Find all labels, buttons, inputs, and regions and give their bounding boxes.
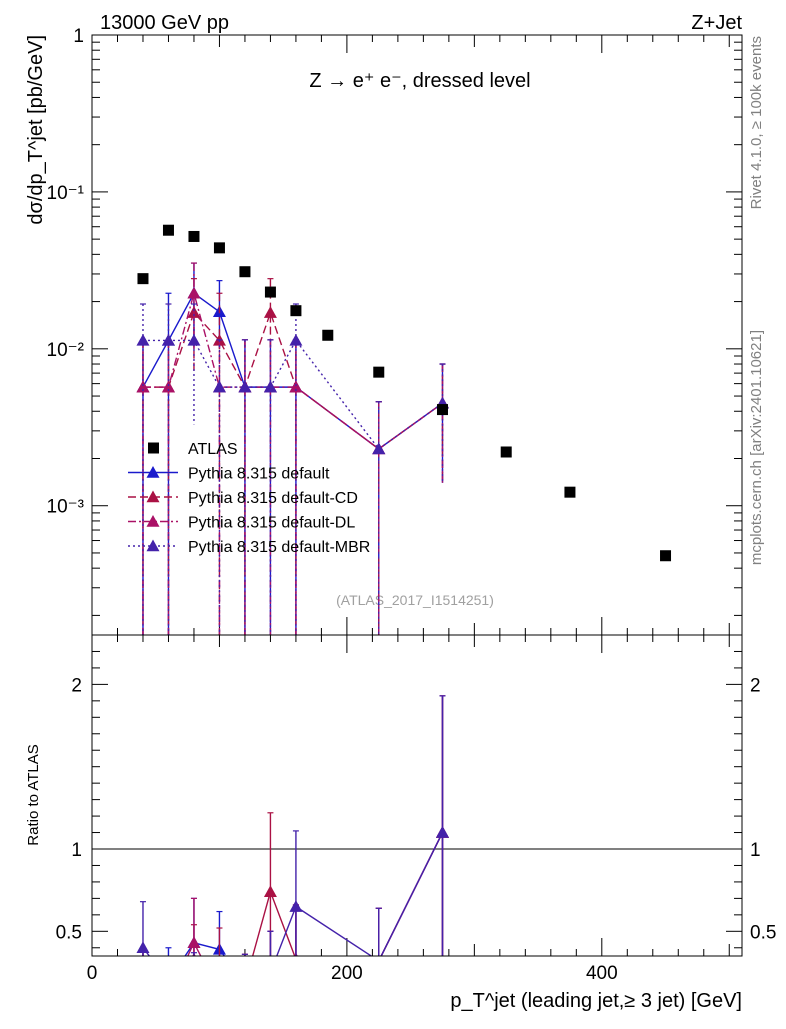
ratio-frame [91,634,743,957]
ratio-point-cd [162,991,175,1003]
main-ylabel: dσ/dp_T^jet [pb/GeV] [25,35,47,225]
main-point-atlas [188,230,200,242]
main-point-atlas [373,366,385,378]
ratio-ytick-label: 1 [71,840,82,861]
main-point-atlas [162,224,174,236]
ratio-ytick-label: 2 [71,675,82,696]
main-point-dl [136,380,150,393]
ratio-point-dl [187,936,201,949]
process-title: Z → e⁺ e⁻, dressed level [309,70,530,92]
main-line-cd [142,310,443,450]
main-point-mbr [136,333,150,346]
ytick-label: 10⁻² [47,340,85,361]
main-point-mbr [263,380,277,393]
ratio-ylabel: Ratio to ATLAS [25,744,42,845]
main-point-atlas [660,550,672,562]
ytick-label: 10⁻¹ [47,183,85,204]
xlabel: p_T^jet (leading jet,≥ 3 jet) [GeV] [450,990,742,1012]
ratio-point-mbr [187,971,200,983]
main-point-atlas [500,446,512,458]
legend-label-cd: Pythia 8.315 default-CD [188,490,358,507]
mcplots-label: mcplots.cern.ch [arXiv:2401.10621] [748,330,765,565]
main-point-atlas [264,286,276,298]
legend-label-default: Pythia 8.315 default [188,466,330,483]
main-axes: 1 10⁻¹ 10⁻² 10⁻³ [47,26,742,635]
ratio-ytick-label-right: 2 [750,675,761,696]
main-point-mbr [187,333,201,346]
ratio-point-dl [238,977,251,989]
xtick-label: 0 [87,963,98,984]
ratio-ytick-label-right: 0.5 [750,922,776,943]
main-point-mbr [289,333,303,346]
legend-marker-default [146,466,160,478]
main-point-atlas [239,266,251,278]
ratio-point-dl [213,986,226,998]
main-point-atlas [137,273,149,285]
ratio-point-default [136,974,149,986]
main-point-atlas [213,242,225,254]
ratio-point-dl [162,991,175,1003]
main-point-dl [187,286,201,299]
rivet-label: Rivet 4.1.0, ≥ 100k events [748,36,765,209]
ytick-label: 1 [73,26,84,47]
legend-marker-cd [146,490,160,503]
main-point-atlas [290,305,302,317]
legend-marker-atlas [148,442,159,454]
main-point-dl [161,380,175,393]
ratio-point-cd [263,885,277,897]
main-point-dl [289,380,303,393]
ratio-point-mbr [213,986,226,998]
legend-label-atlas: ATLAS [188,441,238,458]
main-line-dl [142,290,443,450]
header-left-label: 13000 GeV pp [100,12,229,34]
ratio-point-default [162,974,175,986]
ratio-axes: 0.5 0.5 1 1 2 2 0 200 400 [56,635,776,984]
main-line-mbr [142,339,443,450]
ratio-point-cd [136,974,149,986]
ratio-point-default [264,966,277,978]
main-point-mbr [238,380,252,393]
analysis-watermark: (ATLAS_2017_I1514251) [336,592,494,608]
legend-label-dl: Pythia 8.315 default-DL [188,515,355,532]
main-point-atlas [564,486,576,498]
ratio-point-dl [136,974,149,986]
legend-marker-dl [146,515,160,527]
main-point-mbr [212,380,226,393]
ratio-ytick-label: 0.5 [56,922,82,943]
main-point-cd [263,306,277,318]
ratio-point-mbr [435,826,449,838]
ratio-point-mbr [238,977,251,989]
ratio-point-mbr [136,941,150,953]
main-point-atlas [436,404,448,416]
ratio-point-mbr [264,966,277,978]
legend-label-mbr: Pythia 8.315 default-MBR [188,539,370,556]
ratio-ytick-label-right: 1 [750,840,761,861]
legend: ATLAS Pythia 8.315 default Pythia 8.315 de… [128,441,370,556]
main-point-mbr [161,333,175,346]
main-point-atlas [322,329,334,341]
ratio-point-mbr [289,900,303,912]
ratio-point-cd [213,964,226,976]
ratio-point-default [238,977,251,989]
ratio-point-cd [238,977,251,989]
header-right-label: Z+Jet [691,12,742,34]
ytick-label: 10⁻³ [47,497,85,518]
ratio-point-dl [264,966,277,978]
legend-marker-mbr [146,539,160,552]
xtick-label: 200 [331,963,363,984]
main-data-layer [136,224,672,635]
ratio-line-mbr [142,832,444,956]
ratio-point-mbr [162,974,175,986]
xtick-label: 400 [586,963,618,984]
main-point-mbr [372,442,386,455]
ratio-data-layer [136,695,449,1003]
